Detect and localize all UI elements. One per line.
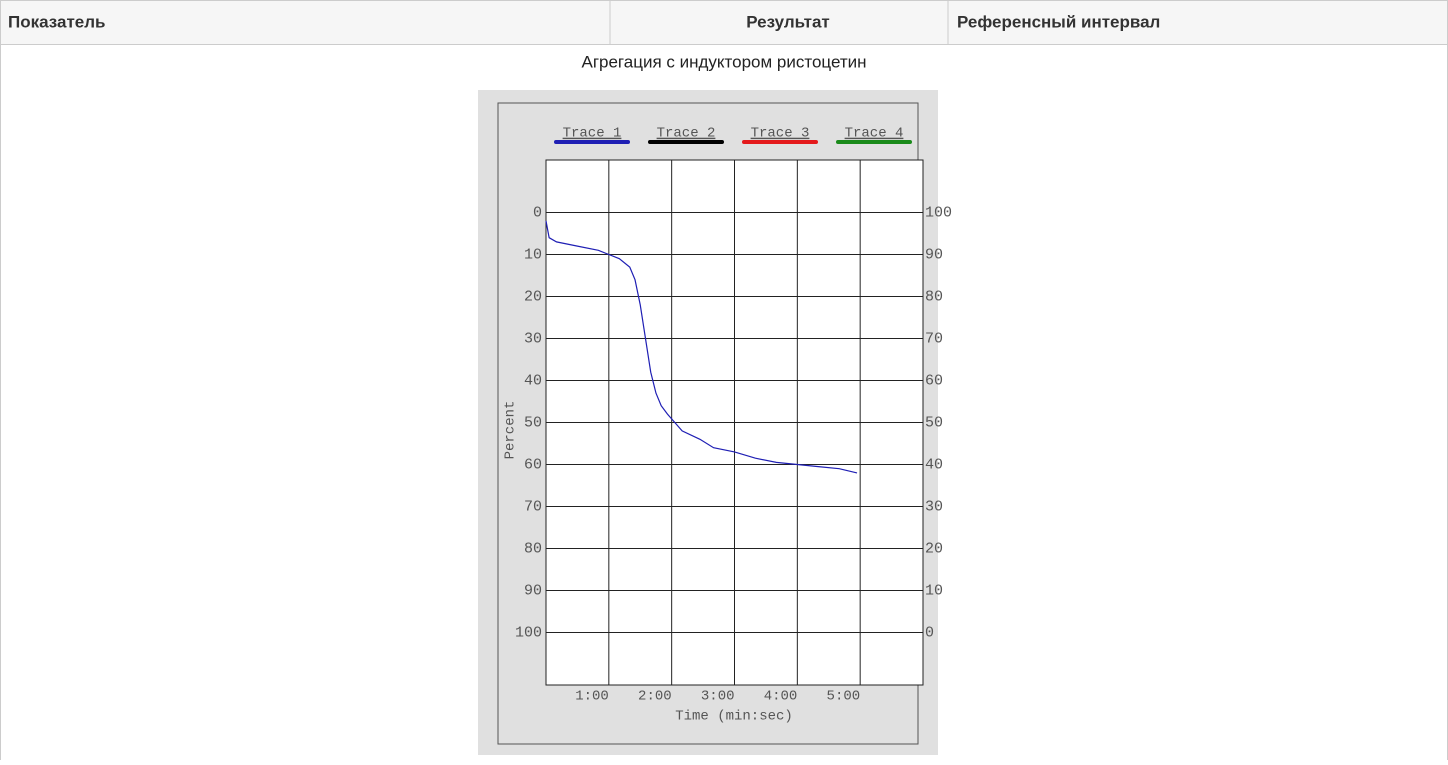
x-tick-label: 3:00 [701, 689, 735, 705]
caption: Агрегация с индуктором ристоцетин [581, 52, 866, 71]
y-tick-label: 100 [515, 624, 542, 641]
legend-label: Trace 2 [657, 126, 716, 142]
legend-label: Trace 1 [563, 126, 622, 142]
y2-tick-label: 70 [925, 330, 943, 347]
y-axis-label: Percent [503, 401, 519, 460]
header-cell: Референсный интервал [957, 12, 1160, 31]
y2-tick-label: 60 [925, 372, 943, 389]
y2-tick-label: 10 [925, 582, 943, 599]
y-tick-label: 70 [524, 498, 542, 515]
y2-tick-label: 80 [925, 288, 943, 305]
y-tick-label: 60 [524, 456, 542, 473]
y2-tick-label: 40 [925, 456, 943, 473]
y2-tick-label: 100 [925, 204, 952, 221]
y-tick-label: 80 [524, 540, 542, 557]
y2-tick-label: 20 [925, 540, 943, 557]
y2-tick-label: 30 [925, 498, 943, 515]
y-tick-label: 30 [524, 330, 542, 347]
y-tick-label: 20 [524, 288, 542, 305]
x-axis-label: Time (min:sec) [675, 709, 793, 725]
y2-tick-label: 90 [925, 246, 943, 263]
header-row [0, 0, 1448, 45]
header-cell: Результат [746, 12, 830, 31]
y-tick-label: 0 [533, 204, 542, 221]
y2-tick-label: 50 [925, 414, 943, 431]
y-tick-label: 90 [524, 582, 542, 599]
x-tick-label: 2:00 [638, 689, 672, 705]
x-tick-label: 1:00 [575, 689, 609, 705]
y-tick-label: 40 [524, 372, 542, 389]
y2-tick-label: 0 [925, 624, 934, 641]
legend-label: Trace 4 [845, 126, 904, 142]
header-cell: Показатель [8, 12, 105, 31]
y-tick-label: 50 [524, 414, 542, 431]
x-tick-label: 5:00 [827, 689, 861, 705]
legend-label: Trace 3 [751, 126, 810, 142]
x-tick-label: 4:00 [764, 689, 798, 705]
y-tick-label: 10 [524, 246, 542, 263]
trace-line [545, 220, 858, 474]
